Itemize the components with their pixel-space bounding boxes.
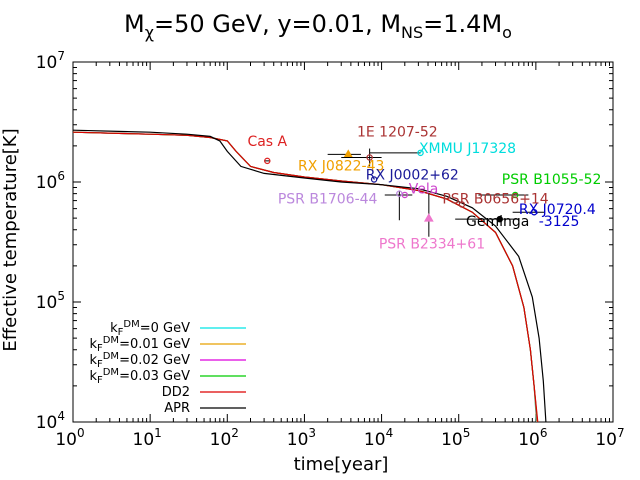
observation-label: -3125	[539, 214, 580, 230]
observation-label: PSR B0656+14	[442, 192, 548, 208]
observation-point	[458, 201, 466, 208]
observation-point	[264, 157, 271, 165]
observation-label: Geminga	[466, 214, 529, 230]
observation-point	[370, 176, 378, 183]
plot-frame	[72, 61, 614, 423]
legend-label: kFDM=0.01 GeV	[89, 335, 190, 354]
observation-label: XMMU J17328	[419, 141, 516, 157]
legend-label: kFDM=0.03 GeV	[89, 367, 190, 386]
x-tick-label: 102	[210, 426, 239, 450]
legend-label: kFDM=0 GeV	[110, 319, 190, 338]
observation-point	[366, 154, 373, 161]
observation-label: PSR B1055-52	[502, 172, 602, 188]
observation-label: RX J0720.4	[519, 202, 596, 218]
x-axis-title: time[year]	[294, 454, 389, 475]
observation-label: RX J0822-43	[298, 158, 384, 174]
observation-point	[496, 215, 503, 223]
x-tick-label: 107	[595, 426, 624, 450]
chart-title: Mχ=50 GeV, y=0.01, MNS=1.4Mo	[124, 10, 512, 42]
x-tick-label: 100	[55, 426, 84, 450]
x-tick-label: 106	[518, 426, 547, 450]
legend-label: DD2	[162, 385, 190, 400]
y-tick-label: 106	[36, 169, 65, 193]
observation-label: 1E 1207-52	[357, 124, 438, 140]
y-tick-label: 104	[36, 409, 65, 433]
legend-label: kFDM=0.02 GeV	[89, 351, 190, 370]
observation-label: RX J0002+62	[366, 167, 459, 183]
x-tick-label: 103	[287, 426, 316, 450]
observation-label: PSR B2334+61	[379, 236, 485, 252]
legend-label: APR	[164, 401, 190, 416]
y-tick-label: 107	[36, 49, 65, 73]
observation-label: Cas A	[247, 134, 287, 150]
y-tick-label: 105	[36, 289, 65, 313]
x-tick-label: 105	[441, 426, 470, 450]
observation-point	[423, 213, 434, 222]
x-tick-label: 104	[364, 426, 393, 450]
observation-point	[511, 191, 519, 199]
y-axis-title: Effective temperature[K]	[0, 128, 21, 351]
series-line	[72, 129, 547, 423]
observations-layer	[264, 148, 545, 237]
observation-point	[396, 190, 403, 197]
observation-label: Vela	[409, 182, 439, 198]
curves-layer	[72, 129, 547, 423]
observation-point	[530, 208, 538, 216]
observation-point	[417, 149, 424, 157]
x-tick-label: 101	[133, 426, 162, 450]
observation-label: PSR B1706-44	[278, 192, 378, 208]
ticks-layer: 100 101 102 103 104 105 106 107 104 105 106 107	[36, 49, 625, 450]
